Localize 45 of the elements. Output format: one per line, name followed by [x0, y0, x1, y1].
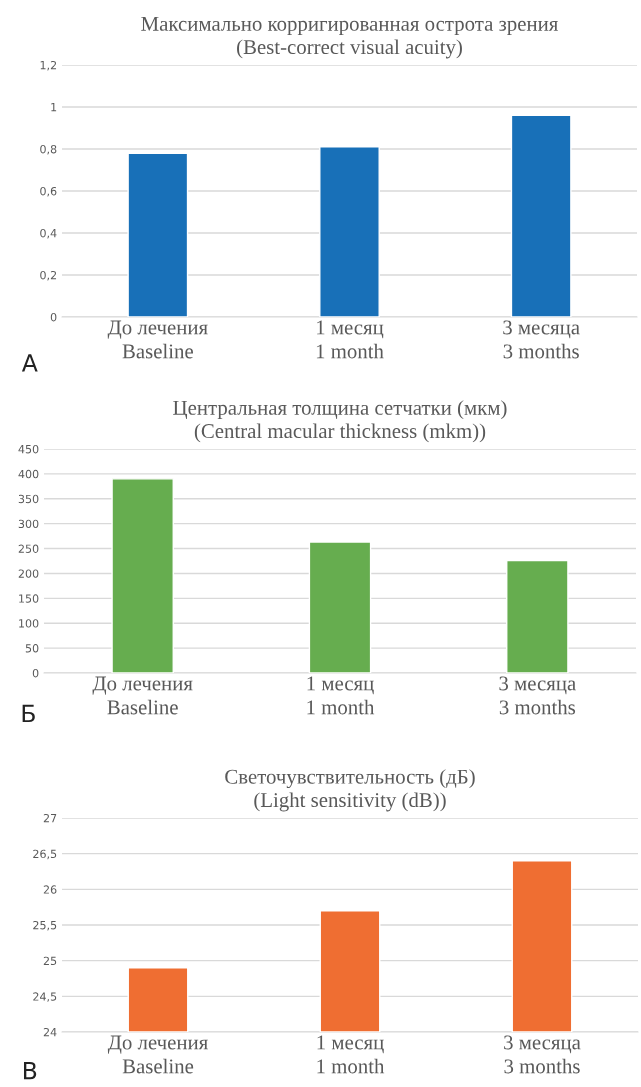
text: В — [24, 1061, 37, 1080]
y-tick-label: 26 — [43, 885, 57, 894]
y-tick-label: 25 — [43, 956, 57, 966]
y-tick-label: 400 — [18, 469, 39, 479]
y-tick-label: 150 — [19, 594, 39, 603]
x-tick-label: 3 месяца 3 months — [503, 320, 580, 359]
bar — [319, 146, 380, 317]
y-tick-label: 0,2 — [40, 270, 57, 281]
y-tick-label: 450 — [18, 444, 39, 454]
x-tick-label: 1 месяц 1 month — [317, 1035, 385, 1074]
x-tick-label: 3 месяца 3 months — [504, 1035, 581, 1074]
x-tick-label: До лечения Baseline — [107, 1035, 208, 1074]
y-tick-label: 50 — [25, 644, 39, 653]
x-tick-label: 1 месяц 1 month — [307, 676, 375, 715]
bar — [111, 478, 174, 673]
chart-title: Центральная толщина сетчатки (мкм) (Central macular thickness (mkm)) — [173, 400, 507, 443]
y-tick-label: 0 — [50, 312, 57, 322]
y-tick-label: 24 — [43, 1027, 57, 1037]
y-tick-label: 1 — [51, 103, 57, 112]
y-tick-label: 300 — [18, 519, 39, 529]
y-tick-label: 26,5 — [33, 849, 57, 860]
y-tick-label: 0 — [32, 668, 39, 678]
bar — [308, 541, 372, 673]
y-tick-label: 250 — [18, 544, 39, 553]
bar — [127, 152, 189, 317]
bar — [506, 559, 569, 673]
x-tick-label: 3 месяца 3 months — [499, 676, 576, 715]
x-tick-label: До лечения Baseline — [107, 320, 208, 359]
bar — [510, 114, 572, 317]
text: А — [21, 354, 38, 372]
y-tick-label: 1,2 — [40, 60, 57, 71]
y-tick-label: 0,8 — [40, 144, 57, 155]
y-tick-label: 200 — [18, 569, 39, 578]
chart-title: Светочувствительность (дБ) (Light sensitivity (dB)) — [225, 769, 475, 812]
y-tick-label: 25,5 — [33, 920, 57, 931]
y-tick-label: 27 — [43, 813, 57, 823]
y-tick-label: 100 — [19, 619, 39, 628]
chart-title: Максимально корригированная острота зрения (Best-correct visual acuity) — [141, 17, 558, 59]
y-tick-label: 0,4 — [40, 228, 57, 239]
y-tick-label: 0,6 — [40, 186, 57, 197]
y-tick-label: 24,5 — [33, 992, 57, 1002]
x-tick-label: 1 месяц 1 month — [316, 320, 384, 359]
text: Б — [22, 704, 35, 723]
x-tick-label: До лечения Baseline — [92, 676, 193, 715]
y-tick-label: 350 — [18, 494, 39, 504]
